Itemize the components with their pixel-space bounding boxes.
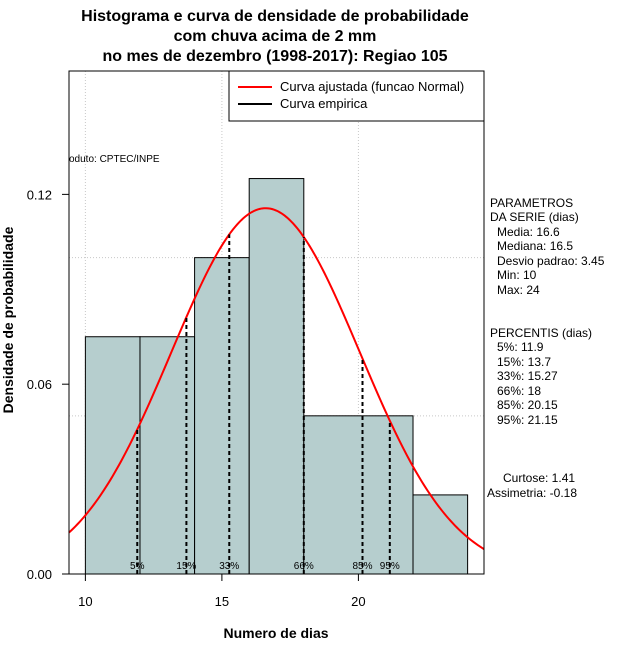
percentile-85: 85%: 20.15 <box>497 398 558 412</box>
legend: Curva ajustada (funcao Normal) Curva emp… <box>228 70 485 122</box>
percentile-15: 15%: 13.7 <box>497 355 551 369</box>
chart-title-line-3: no mes de dezembro (1998-2017): Regiao 1… <box>102 48 447 65</box>
skewness-text: Assimetria: -0.18 <box>487 486 577 500</box>
percentile-label: 33% <box>219 561 239 572</box>
parameter-sd: Desvio padrao: 3.45 <box>497 254 605 268</box>
percentile-layer: 5% 15% 33% 66% 85% 95% <box>130 234 400 574</box>
parameters-header-2: DA SERIE (dias) <box>490 210 579 224</box>
y-axis: 0.00 0.06 0.12 <box>27 187 70 582</box>
percentiles-header: PERCENTIS (dias) <box>490 326 592 340</box>
histogram-bar <box>194 257 250 575</box>
parameter-max: Max: 24 <box>497 283 540 297</box>
y-tick-label: 0.12 <box>27 187 52 202</box>
percentile-95: 95%: 21.15 <box>497 413 558 427</box>
parameter-mean: Media: 16.6 <box>497 225 560 239</box>
normal-fit-curve <box>68 207 485 550</box>
x-tick-label: 10 <box>78 594 92 609</box>
percentile-5: 5%: 11.9 <box>497 340 544 354</box>
percentile-66: 66%: 18 <box>497 384 541 398</box>
histogram-bar <box>303 415 414 575</box>
percentile-label: 5% <box>130 561 145 572</box>
parameter-median: Mediana: 16.5 <box>497 239 573 253</box>
percentile-33: 33%: 15.27 <box>497 369 558 383</box>
series-parameters: PARAMETROS DA SERIE (dias) Media: 16.6 M… <box>490 196 605 297</box>
percentile-label: 66% <box>294 561 314 572</box>
x-tick-label: 20 <box>351 594 365 609</box>
y-axis-title: Densidade de probabilidade <box>0 226 16 413</box>
kurtosis-text: Curtose: 1.41 <box>503 471 575 485</box>
x-axis-title: Numero de dias <box>223 625 328 641</box>
x-axis: 10 15 20 <box>78 573 366 609</box>
y-tick-label: 0.00 <box>27 567 52 582</box>
legend-box <box>228 70 485 122</box>
percentile-label: 85% <box>352 561 372 572</box>
y-tick-label: 0.06 <box>27 377 52 392</box>
percentiles-block: PERCENTIS (dias) 5%: 11.9 15%: 13.7 33%:… <box>490 326 592 427</box>
legend-label-normal: Curva ajustada (funcao Normal) <box>280 79 464 94</box>
percentile-label: 95% <box>380 561 400 572</box>
legend-label-empirical: Curva empirica <box>280 96 368 111</box>
chart-title-line-2: com chuva acima de 2 mm <box>174 28 377 45</box>
histogram-bar <box>84 336 141 575</box>
percentile-label: 15% <box>176 561 196 572</box>
histogram-bar <box>412 494 469 575</box>
curve-layer <box>68 207 485 550</box>
chart-title-line-1: Histograma e curva de densidade de proba… <box>81 8 469 25</box>
x-tick-label: 15 <box>215 594 229 609</box>
histogram-bar <box>248 178 305 575</box>
parameters-header-1: PARAMETROS <box>490 196 573 210</box>
bars-layer <box>84 178 469 575</box>
parameter-min: Min: 10 <box>497 268 537 282</box>
credit-text: oduto: CPTEC/INPE <box>69 154 160 165</box>
shape-statistics: Curtose: 1.41 Assimetria: -0.18 <box>487 471 577 500</box>
